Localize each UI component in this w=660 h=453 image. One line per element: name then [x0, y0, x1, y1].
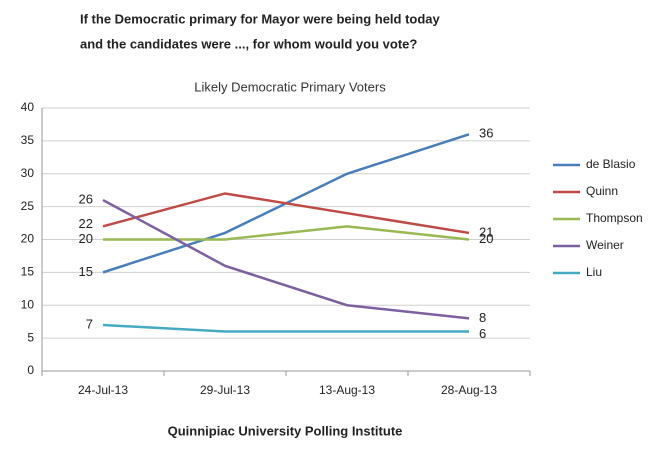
legend-label: de Blasio: [586, 157, 636, 171]
chart-subtitle: Likely Democratic Primary Voters: [194, 79, 386, 94]
data-label: 7: [86, 316, 93, 331]
chart-title-line: If the Democratic primary for Mayor were…: [80, 11, 441, 26]
y-tick-label: 30: [21, 166, 35, 180]
x-tick-label: 28-Aug-13: [441, 383, 497, 397]
data-label: 36: [479, 126, 493, 141]
y-tick-label: 15: [21, 265, 35, 279]
legend-label: Liu: [586, 265, 602, 279]
y-tick-label: 5: [27, 330, 34, 344]
data-label: 20: [479, 231, 493, 246]
data-label: 6: [479, 326, 486, 341]
series-line: [103, 225, 470, 241]
data-label: 22: [79, 216, 93, 231]
y-tick-label: 35: [21, 133, 35, 147]
y-tick-label: 10: [21, 297, 35, 311]
data-label: 21: [479, 224, 493, 239]
legend-label: Quinn: [586, 184, 618, 198]
y-tick-label: 40: [21, 100, 35, 114]
series-line: [102, 192, 470, 235]
y-tick-label: 20: [21, 232, 35, 246]
data-label: 15: [79, 264, 93, 279]
legend-label: Thompson: [586, 211, 643, 225]
series-line: [102, 198, 470, 320]
x-tick-label: 13-Aug-13: [319, 383, 375, 397]
x-tick-label: 24-Jul-13: [78, 383, 128, 397]
legend-label: Weiner: [586, 238, 624, 252]
y-tick-label: 25: [21, 199, 35, 213]
data-label: 20: [79, 231, 93, 246]
chart-source: Quinnipiac University Polling Institute: [168, 423, 403, 438]
data-label: 8: [479, 310, 486, 325]
y-tick-label: 0: [27, 363, 34, 377]
series-line: [102, 323, 469, 333]
x-tick-label: 29-Jul-13: [200, 383, 250, 397]
data-label: 26: [79, 191, 93, 206]
chart-title-line: and the candidates were ..., for whom wo…: [80, 36, 417, 51]
